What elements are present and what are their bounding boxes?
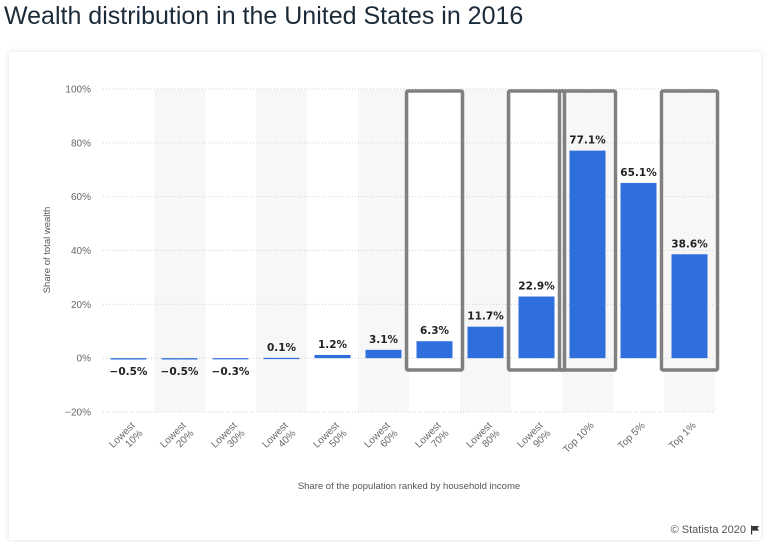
x-tick-label: Top 1% — [667, 420, 698, 451]
x-tick-label: Top 5% — [616, 420, 647, 451]
column-band — [256, 89, 307, 412]
x-tick-text: Top 10% — [561, 420, 596, 455]
highlight-box — [506, 89, 567, 372]
data-label: 11.7% — [467, 311, 504, 323]
x-tick-text: Lowest80% — [464, 420, 502, 458]
y-tick-label: 60% — [71, 192, 91, 203]
data-label: 22.9% — [518, 281, 555, 293]
x-tick-label: Lowest60% — [362, 420, 400, 458]
flag-icon — [751, 525, 759, 535]
y-axis-label: Share of total wealth — [42, 207, 53, 294]
bar[interactable] — [620, 182, 657, 359]
credit-text: © Statista 2020 — [670, 524, 746, 536]
data-label: 1.2% — [318, 339, 348, 351]
y-tick-label: 100% — [65, 85, 91, 96]
highlight-boxes — [404, 89, 720, 372]
data-label: 3.1% — [369, 334, 399, 346]
bar[interactable] — [569, 150, 606, 359]
statista-credit[interactable]: © Statista 2020 — [671, 524, 760, 536]
data-label: 38.6% — [671, 238, 708, 250]
page-title: Wealth distribution in the United States… — [4, 2, 524, 30]
bar[interactable] — [365, 349, 402, 359]
highlight-box — [404, 89, 465, 372]
data-label: −0.3% — [212, 366, 250, 378]
data-label: −0.5% — [161, 366, 199, 378]
bar[interactable] — [467, 326, 504, 359]
bar[interactable] — [314, 354, 351, 359]
x-tick-label: Lowest40% — [260, 420, 298, 458]
x-tick-text: Lowest50% — [311, 420, 349, 458]
x-tick-label: Top 10% — [561, 420, 596, 455]
x-tick-label: Lowest10% — [107, 420, 145, 458]
x-axis-label: Share of the population ranked by househ… — [298, 481, 520, 492]
y-tick-label: −20% — [65, 408, 91, 419]
x-tick-text: Lowest30% — [209, 420, 247, 458]
x-tick-label: Lowest70% — [413, 420, 451, 458]
x-tick-label: Lowest90% — [515, 420, 553, 458]
column-band — [664, 89, 715, 412]
x-tick-label: Lowest20% — [158, 420, 196, 458]
bar[interactable] — [161, 358, 198, 360]
y-tick-label: 80% — [71, 138, 91, 149]
gridlines — [103, 88, 715, 413]
highlight-box — [659, 89, 720, 372]
data-label: 6.3% — [420, 325, 450, 337]
x-tick-text: Lowest10% — [107, 420, 145, 458]
column-band — [460, 89, 511, 412]
bar[interactable] — [518, 296, 555, 359]
x-tick-text: Lowest60% — [362, 420, 400, 458]
x-tick-text: Lowest40% — [260, 420, 298, 458]
x-tick-label: Lowest80% — [464, 420, 502, 458]
bar[interactable] — [110, 358, 147, 360]
x-tick-text: Lowest90% — [515, 420, 553, 458]
x-tick-text: Lowest20% — [158, 420, 196, 458]
data-label: −0.5% — [110, 366, 148, 378]
bar[interactable] — [416, 341, 453, 359]
column-band — [154, 89, 205, 412]
bars — [110, 150, 708, 360]
bar[interactable] — [212, 358, 249, 360]
bar[interactable] — [671, 254, 708, 359]
x-tick-text: Lowest70% — [413, 420, 451, 458]
data-label: 0.1% — [267, 342, 297, 354]
column-band — [358, 89, 409, 412]
y-tick-label: 20% — [71, 300, 91, 311]
x-tick-text: Top 5% — [616, 420, 647, 451]
x-tick-text: Top 1% — [667, 420, 698, 451]
highlight-box — [557, 89, 618, 372]
data-label: 65.1% — [620, 167, 657, 179]
y-tick-label: 40% — [71, 246, 91, 257]
x-tick-label: Lowest30% — [209, 420, 247, 458]
x-tick-label: Lowest50% — [311, 420, 349, 458]
data-label: 77.1% — [569, 135, 606, 147]
bar[interactable] — [263, 357, 300, 360]
data-labels: −0.5% −0.5% −0.3% 0.1% 1.2% 3.1% 6.3% 11.7% 22.9… — [110, 135, 709, 379]
y-tick-labels: 100% 80% 60% 40% 20% 0% −20% — [65, 85, 91, 419]
y-tick-label: 0% — [77, 354, 92, 365]
x-tick-labels: Lowest10% Lowest20% Lowest30% Lowest40% Lowe… — [107, 420, 698, 458]
